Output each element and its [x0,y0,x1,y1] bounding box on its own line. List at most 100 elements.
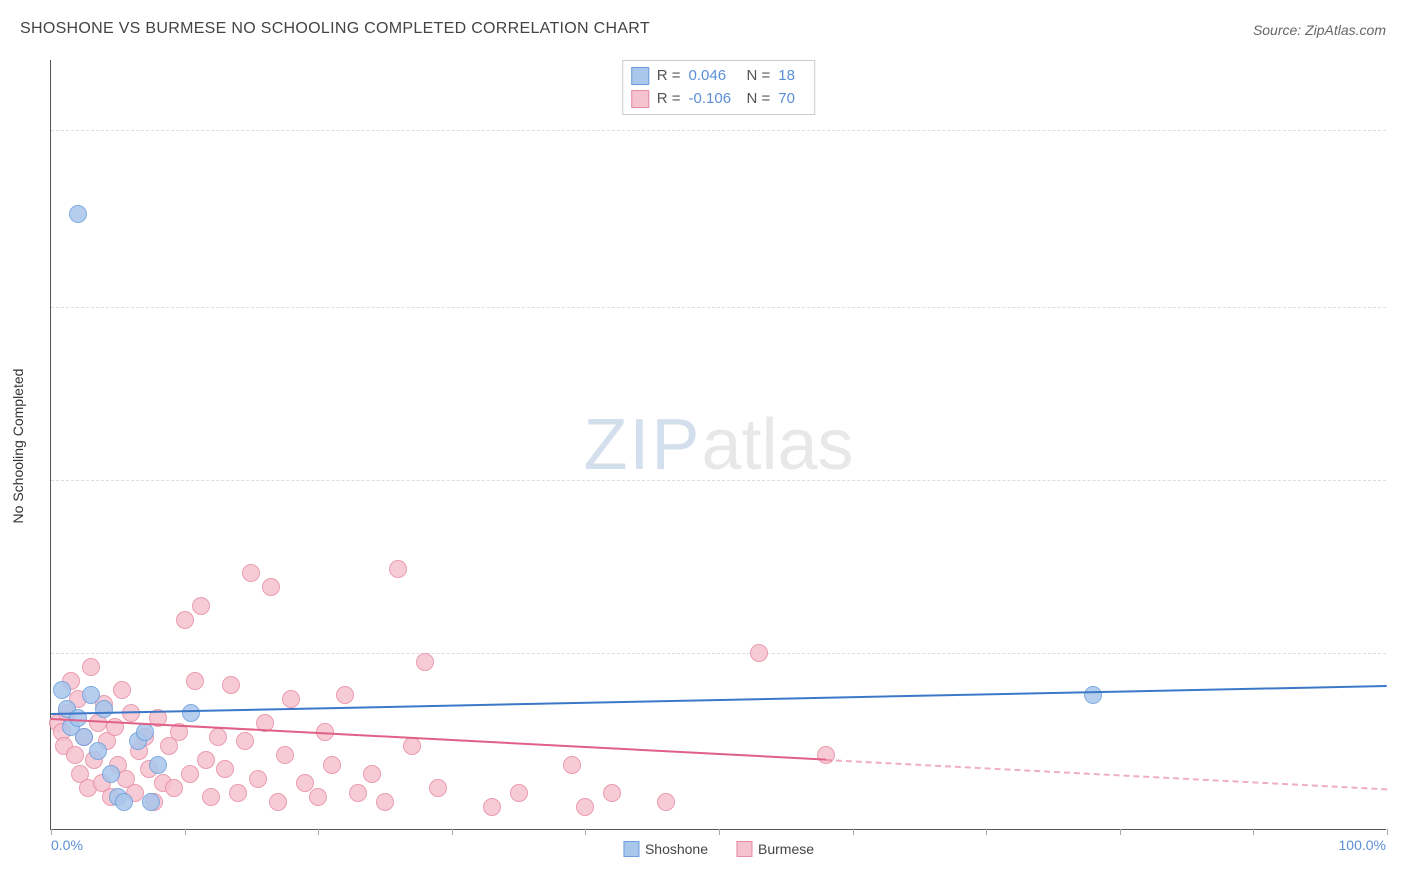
x-tick-label-min: 0.0% [51,837,83,853]
data-point [53,681,71,699]
data-point [349,784,367,802]
data-point [102,765,120,783]
data-point [115,793,133,811]
x-tick [1120,829,1121,835]
stat-r-value: 0.046 [689,65,739,88]
data-point [429,779,447,797]
data-point [276,746,294,764]
data-point [817,746,835,764]
data-point [75,728,93,746]
x-tick-label-max: 100.0% [1339,837,1386,853]
legend-item: Shoshone [623,841,708,857]
correlation-stats-legend: R = 0.046 N = 18 R = -0.106 N = 70 [622,60,816,115]
trend-line [51,685,1387,715]
data-point [229,784,247,802]
x-tick [318,829,319,835]
legend-swatch [736,841,752,857]
data-point [282,690,300,708]
series-legend: Shoshone Burmese [623,841,814,857]
x-tick [1387,829,1388,835]
x-tick [51,829,52,835]
stat-n-label: N = [747,65,771,88]
data-point [576,798,594,816]
stat-r-label: R = [657,88,681,111]
chart-title: SHOSHONE VS BURMESE NO SCHOOLING COMPLET… [20,20,650,38]
y-axis-label: No Schooling Completed [10,369,26,524]
watermark: ZIPatlas [583,404,853,486]
data-point [142,793,160,811]
data-point [363,765,381,783]
stat-n-value: 18 [778,65,806,88]
gridline [51,130,1386,131]
stat-n-value: 70 [778,88,806,111]
data-point [403,737,421,755]
data-point [309,788,327,806]
data-point [82,658,100,676]
x-tick [585,829,586,835]
y-tick-label: 3.8% [1391,645,1406,661]
data-point [323,756,341,774]
data-point [222,676,240,694]
legend-label: Burmese [758,841,814,857]
y-tick-label: 7.5% [1391,472,1406,488]
data-point [197,751,215,769]
gridline [51,653,1386,654]
chart-container: SHOSHONE VS BURMESE NO SCHOOLING COMPLET… [0,0,1406,892]
data-point [202,788,220,806]
data-point [416,653,434,671]
x-tick [986,829,987,835]
x-tick [853,829,854,835]
data-point [242,564,260,582]
data-point [563,756,581,774]
data-point [182,704,200,722]
data-point [603,784,621,802]
legend-label: Shoshone [645,841,708,857]
data-point [192,597,210,615]
legend-swatch [623,841,639,857]
data-point [165,779,183,797]
y-tick-label: 11.2% [1391,299,1406,315]
x-tick [1253,829,1254,835]
trend-line-extrapolated [826,759,1387,790]
data-point [66,746,84,764]
data-point [89,742,107,760]
stats-legend-row: R = 0.046 N = 18 [631,65,807,88]
y-tick-label: 15.0% [1391,122,1406,138]
watermark-part2: atlas [701,405,853,485]
data-point [376,793,394,811]
data-point [249,770,267,788]
x-tick [719,829,720,835]
data-point [1084,686,1102,704]
data-point [113,681,131,699]
data-point [69,205,87,223]
legend-swatch [631,67,649,85]
data-point [657,793,675,811]
data-point [82,686,100,704]
data-point [483,798,501,816]
stat-r-value: -0.106 [689,88,739,111]
stat-r-label: R = [657,65,681,88]
data-point [296,774,314,792]
gridline [51,480,1386,481]
x-tick [185,829,186,835]
stat-n-label: N = [747,88,771,111]
data-point [510,784,528,802]
data-point [236,732,254,750]
plot-area: ZIPatlas R =0.046N =18R =-0.106N =70 Sho… [50,60,1386,830]
data-point [181,765,199,783]
data-point [95,700,113,718]
legend-swatch [631,90,649,108]
data-point [269,793,287,811]
data-point [216,760,234,778]
data-point [176,611,194,629]
data-point [336,686,354,704]
legend-item: Burmese [736,841,814,857]
data-point [389,560,407,578]
source-attribution: Source: ZipAtlas.com [1253,22,1386,38]
x-tick [452,829,453,835]
data-point [750,644,768,662]
gridline [51,307,1386,308]
data-point [186,672,204,690]
watermark-part1: ZIP [583,405,701,485]
stats-legend-row: R = -0.106 N = 70 [631,88,807,111]
